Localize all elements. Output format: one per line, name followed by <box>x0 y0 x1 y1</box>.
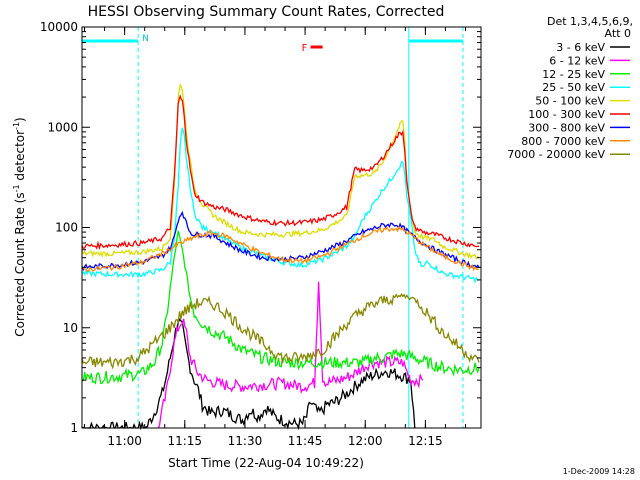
y-axis-label: Corrected Count Rate (s-1 detector-1) <box>12 117 27 336</box>
attenuator-info: Att 0 <box>605 27 631 40</box>
chart-title: HESSI Observing Summary Count Rates, Cor… <box>88 4 445 20</box>
y-tick-label: 10 <box>63 321 78 335</box>
x-tick-label: 11:30 <box>228 434 263 448</box>
y-label-superscript: -1 <box>12 184 21 192</box>
y-label-part: detector <box>13 130 27 185</box>
series-line-4 <box>81 127 480 284</box>
x-tick-label: 12:15 <box>408 434 443 448</box>
night-marker: N <box>142 34 149 44</box>
flare-marker: F <box>302 43 308 54</box>
legend-label: 6 - 12 keV <box>549 54 605 67</box>
x-tick-label: 12:00 <box>348 434 383 448</box>
series-line-8 <box>81 225 480 272</box>
series-line-2 <box>157 281 424 429</box>
legend-label: 100 - 300 keV <box>528 108 605 121</box>
y-tick-label: 100 <box>55 221 78 235</box>
series-line-3 <box>81 230 480 385</box>
y-label-part: Corrected Count Rate (s <box>13 192 27 336</box>
footer-date: 1-Dec-2009 14:28 <box>563 467 635 476</box>
y-tick-label: 10000 <box>40 20 78 34</box>
y-tick-label: 1 <box>70 421 78 435</box>
data-series <box>81 83 480 431</box>
y-label-superscript: -1 <box>12 122 21 130</box>
legend-label: 50 - 100 keV <box>535 95 605 108</box>
legend-label: 300 - 800 keV <box>528 121 605 134</box>
legend-label: 3 - 6 keV <box>556 41 605 54</box>
legend-label: 12 - 25 keV <box>542 68 605 81</box>
series-line-9 <box>81 293 480 370</box>
y-tick-label: 1000 <box>47 120 78 134</box>
y-label-part: ) <box>13 117 27 122</box>
x-tick-label: 11:45 <box>288 434 323 448</box>
legend-label: 7000 - 20000 keV <box>507 148 605 161</box>
axes: 1 10 100 1000 10000 11:00 11:15 11:30 11:45 12:00… <box>40 20 482 448</box>
legend-label: 800 - 7000 keV <box>521 135 605 148</box>
detector-info: Det 1,3,4,5,6,9, <box>547 15 633 28</box>
x-axis-label: Start Time (22-Aug-04 10:49:22) <box>168 456 364 470</box>
x-tick-label: 11:00 <box>107 434 142 448</box>
series-line-6 <box>81 94 479 251</box>
legend-label: 25 - 50 keV <box>542 81 605 94</box>
x-tick-label: 11:15 <box>167 434 202 448</box>
